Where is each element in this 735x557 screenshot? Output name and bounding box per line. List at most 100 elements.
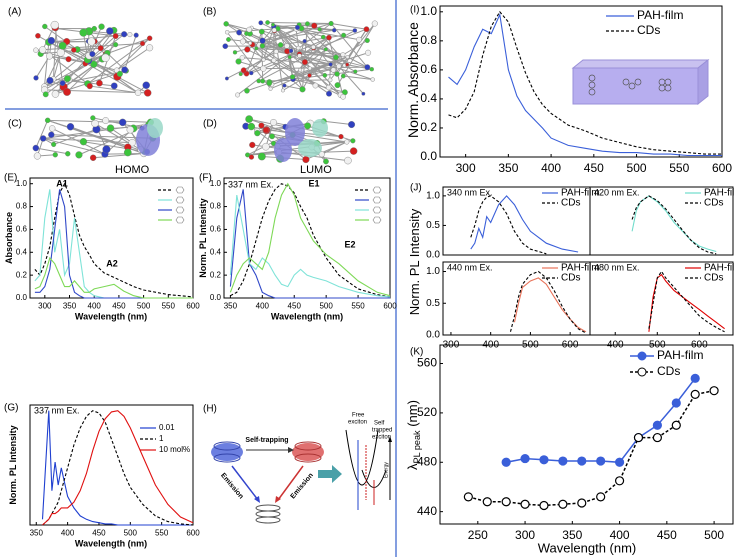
atom [126, 126, 134, 134]
atom [282, 83, 287, 88]
series-line [509, 270, 587, 334]
y-tick-label: 0.4 [420, 91, 437, 105]
atom [225, 30, 230, 35]
atom [261, 57, 266, 62]
series-line [42, 410, 194, 526]
legend-label: 0.01 [159, 423, 175, 432]
atom [235, 92, 240, 98]
bond [225, 23, 330, 95]
atom [121, 66, 129, 74]
diagram-text: exciton [372, 435, 391, 441]
x-tick-label: 450 [288, 302, 302, 311]
series-line [34, 189, 193, 299]
annotation: 480 nm Ex. [594, 262, 640, 272]
atom [311, 44, 316, 50]
bond [251, 122, 274, 158]
series-line [229, 189, 390, 299]
bond [51, 127, 106, 155]
data-point [539, 455, 549, 465]
bond [53, 78, 115, 87]
atom [112, 33, 119, 39]
bond [284, 85, 303, 90]
plot-frame [589, 186, 734, 256]
bond [237, 23, 332, 96]
atom [128, 139, 136, 147]
atom [364, 64, 371, 71]
y-tick-label: 520 [417, 405, 437, 419]
y-tick-label: 0.0 [210, 293, 222, 302]
atom [42, 91, 49, 98]
diagram-text: trapped [372, 428, 392, 434]
series-line [34, 189, 193, 299]
bond [261, 31, 341, 96]
y-tick-label: 1.0 [420, 4, 437, 18]
atom [304, 122, 312, 130]
atom [65, 151, 71, 157]
orbital-label: HOMO [115, 164, 150, 176]
atom [353, 69, 358, 74]
atom [240, 67, 247, 74]
atom [33, 152, 41, 160]
legend-label: PAH-film [657, 348, 703, 362]
atom [246, 26, 253, 33]
atom [106, 124, 115, 132]
diagram-text: Energy [383, 462, 389, 478]
atom [256, 78, 261, 84]
legend-label: PAH-film [704, 188, 735, 199]
atom [102, 117, 110, 124]
bond [280, 44, 368, 68]
legend-icon [372, 216, 382, 224]
atom [127, 32, 133, 38]
atom [344, 139, 350, 145]
legend-icon [175, 186, 185, 194]
panel-label: (C) [8, 119, 22, 130]
x-tick-label: 400 [61, 529, 75, 538]
bond [83, 141, 148, 153]
atom [142, 81, 150, 89]
atom [322, 73, 328, 78]
atom [280, 88, 285, 93]
atom [52, 152, 58, 158]
x-tick-label: 300 [515, 528, 535, 542]
x-tick-label: 350 [30, 529, 44, 538]
y-tick-label: 0.4 [210, 247, 222, 256]
bond [262, 28, 297, 42]
annotation: E2 [344, 239, 355, 249]
atom [75, 151, 83, 159]
atom [327, 77, 333, 83]
atom [344, 156, 352, 165]
bond [242, 57, 331, 65]
atom [271, 22, 275, 27]
annotation: 340 nm Ex. [447, 187, 493, 197]
atom [320, 34, 326, 40]
bond [252, 44, 316, 86]
atom [364, 38, 370, 44]
atom [222, 43, 229, 49]
atom [298, 67, 303, 72]
atom [63, 75, 71, 83]
series-line [230, 183, 391, 298]
bond [43, 137, 106, 155]
data-point [577, 498, 587, 508]
x-tick-label: 350 [224, 302, 238, 311]
series-line [229, 182, 391, 297]
x-tick-label: 500 [319, 302, 333, 311]
atom [258, 20, 264, 26]
legend-marker [637, 367, 647, 377]
atom [42, 23, 48, 30]
orbital [147, 118, 163, 138]
atom [249, 141, 256, 149]
atom [269, 133, 275, 140]
y-axis-label-unit: (nm) [405, 400, 420, 430]
data-point [633, 432, 644, 443]
bond [105, 120, 151, 123]
atom [32, 144, 40, 152]
series-line [34, 256, 193, 299]
atom [296, 45, 301, 51]
atom [235, 58, 242, 65]
atom [33, 75, 39, 81]
atom [334, 71, 340, 77]
atom [325, 84, 332, 91]
legend-label: PAH-film [561, 188, 600, 199]
data-point [577, 456, 587, 466]
